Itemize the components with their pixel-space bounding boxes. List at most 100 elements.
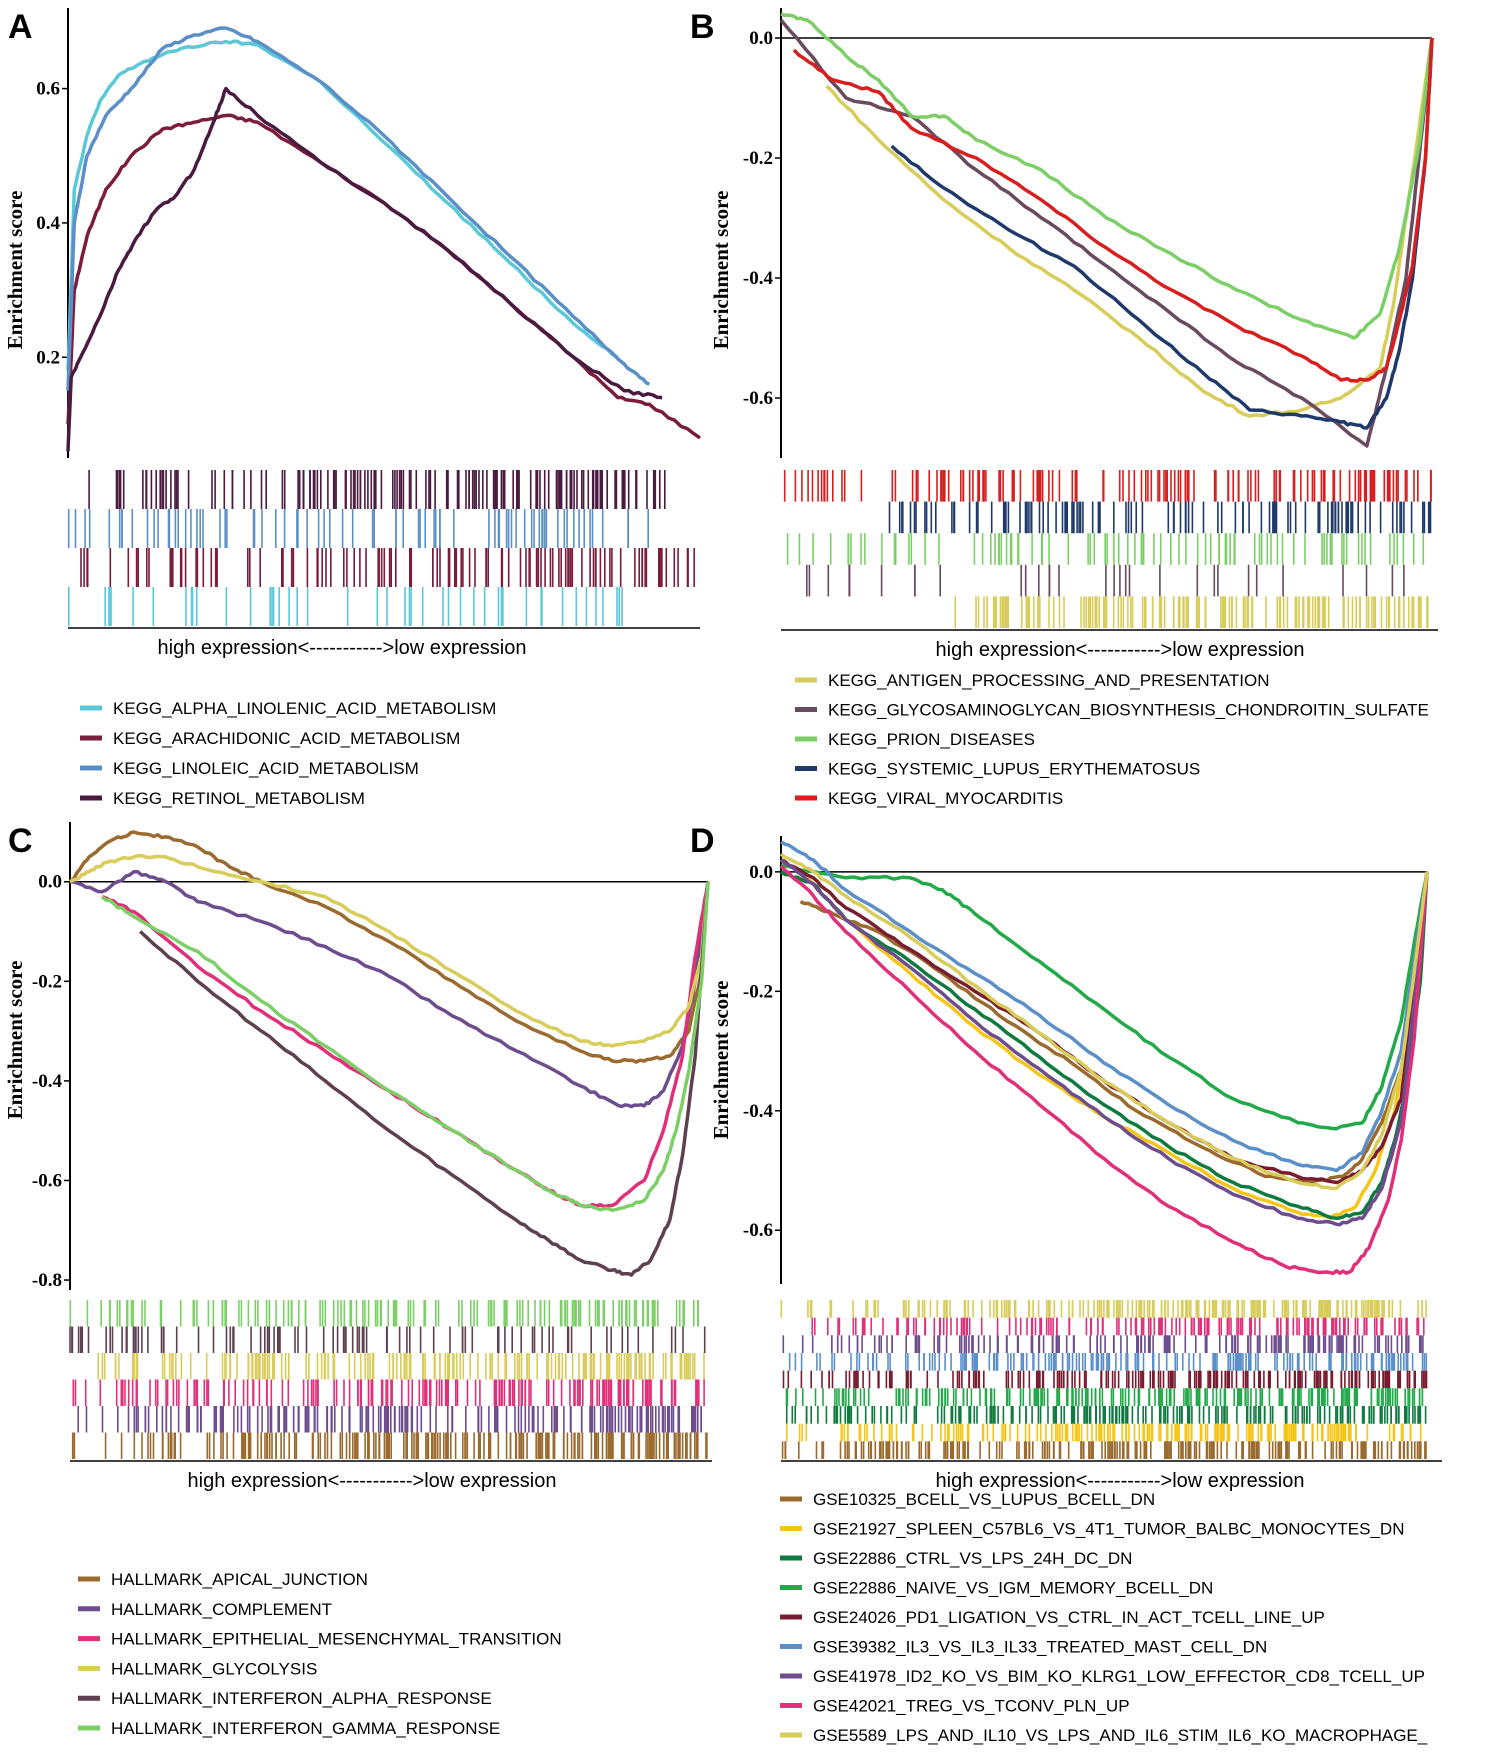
- panel-d-barcode-row: [788, 1353, 1428, 1371]
- panel-d-legend: GSE10325_BCELL_VS_LUPUS_BCELL_DN GSE21927…: [780, 1490, 1428, 1745]
- panel-d-series-line: [779, 864, 1429, 1276]
- panel-b-barcode: [783, 470, 1432, 628]
- panel-a-series-line: [66, 113, 701, 440]
- panel-d-legend-label: GSE5589_LPS_AND_IL10_VS_LPS_AND_IL6_STIM…: [813, 1726, 1428, 1745]
- panel-d-barcode-row: [782, 1370, 1428, 1389]
- panel-a-barcode: [67, 470, 696, 626]
- panel-d: D Enrichment score -0.6 -0.4 -0.2 0.0 high …: [690, 822, 1442, 1745]
- panel-c-barcode-row: [69, 1326, 706, 1353]
- panel-a: A Enrichment score 0.2 0.4 0.6 high expres…: [3, 8, 701, 808]
- panel-b-ylabel: Enrichment score: [709, 191, 733, 350]
- panel-c-lines: [68, 830, 710, 1277]
- panel-d-barcode-row: [785, 1388, 1424, 1406]
- panel-d-label: D: [690, 822, 715, 860]
- panel-a-barcode-row: [68, 587, 623, 626]
- panel-a-label: A: [8, 8, 33, 46]
- panel-b-legend-label: KEGG_ANTIGEN_PROCESSING_AND_PRESENTATION: [828, 671, 1269, 690]
- panel-d-series-line: [780, 864, 1429, 1131]
- panel-a-barcode-row: [67, 509, 650, 548]
- panel-b-tick-label: 0.0: [749, 28, 773, 49]
- panel-a-barcode-row: [88, 470, 666, 509]
- panel-c-series-line: [100, 881, 710, 1213]
- panel-c-legend-label: HALLMARK_GLYCOLYSIS: [111, 1659, 317, 1678]
- panel-a-barcode-row: [80, 548, 696, 587]
- panel-c-tick-label: -0.4: [32, 1071, 63, 1092]
- panel-c-legend-label: HALLMARK_EPITHELIAL_MESENCHYMAL_TRANSITI…: [111, 1630, 562, 1649]
- panel-b-legend-label: KEGG_SYSTEMIC_LUPUS_ERYTHEMATOSUS: [828, 760, 1200, 779]
- panel-d-legend-label: GSE24026_PD1_LIGATION_VS_CTRL_IN_ACT_TCE…: [813, 1608, 1325, 1627]
- panel-a-legend: KEGG_ALPHA_LINOLENIC_ACID_METABOLISM KEGG…: [80, 699, 496, 808]
- panel-d-lines: [779, 840, 1429, 1276]
- panel-b-barcode-row: [783, 470, 1432, 502]
- panel-c-series-line: [139, 881, 710, 1277]
- panel-d-ylabel: Enrichment score: [709, 981, 733, 1140]
- panel-a-tick-label: 0.2: [36, 347, 60, 368]
- panel-a-legend-label: KEGG_ALPHA_LINOLENIC_ACID_METABOLISM: [113, 699, 496, 718]
- panel-b-series-line: [825, 37, 1434, 418]
- panel-c-tick-label: -0.2: [32, 971, 62, 992]
- panel-c-tick-label: -0.6: [32, 1170, 62, 1191]
- panel-a-tick-label: 0.4: [36, 213, 60, 234]
- panel-c-label: C: [8, 822, 33, 860]
- panel-d-tick-label: -0.6: [743, 1220, 773, 1241]
- panel-d-barcode-row: [781, 1441, 1427, 1459]
- panel-d-series-line: [780, 870, 1429, 1221]
- panel-d-series-line: [779, 858, 1429, 1227]
- panel-c-tick-label: -0.8: [32, 1270, 62, 1291]
- panel-c-barcode: [69, 1300, 708, 1459]
- panel-c-ticks: -0.8 -0.6 -0.4 -0.2 0.0: [32, 872, 70, 1291]
- panel-c-tick-label: 0.0: [38, 872, 62, 893]
- panel-b-barcode-row: [888, 501, 1432, 534]
- panel-a-xlabel: high expression<----------->low expressi…: [158, 637, 527, 659]
- panel-b-legend: KEGG_ANTIGEN_PROCESSING_AND_PRESENTATION…: [795, 671, 1429, 808]
- panel-d-legend-label: GSE10325_BCELL_VS_LUPUS_BCELL_DN: [813, 1490, 1155, 1509]
- panel-a-legend-label: KEGG_RETINOL_METABOLISM: [113, 789, 365, 808]
- panel-d-legend-label: GSE22886_CTRL_VS_LPS_24H_DC_DN: [813, 1549, 1132, 1568]
- panel-d-barcode-row: [782, 1335, 1424, 1353]
- panel-c-barcode-row: [69, 1300, 700, 1327]
- panel-d-barcode-row: [780, 1300, 1427, 1318]
- panel-d-tick-label: 0.0: [749, 862, 773, 883]
- panel-c-legend-label: HALLMARK_INTERFERON_GAMMA_RESPONSE: [111, 1719, 500, 1738]
- panel-d-tick-label: -0.2: [743, 981, 773, 1002]
- panel-d-legend-label: GSE41978_ID2_KO_VS_BIM_KO_KLRG1_LOW_EFFE…: [813, 1667, 1425, 1686]
- panel-c-series-line: [69, 870, 710, 1109]
- panel-c-legend-label: HALLMARK_APICAL_JUNCTION: [111, 1570, 368, 1589]
- panel-c: C Enrichment score -0.8 -0.6 -0.4 -0.2 0.0 h…: [3, 822, 712, 1738]
- panel-d-legend-label: GSE42021_TREG_VS_TCONV_PLN_UP: [813, 1697, 1130, 1716]
- panel-c-barcode-row: [72, 1379, 705, 1406]
- panel-d-legend-label: GSE22886_NAIVE_VS_IGM_MEMORY_BCELL_DN: [813, 1579, 1213, 1598]
- panel-c-ylabel: Enrichment score: [3, 961, 27, 1120]
- panel-a-series-line: [66, 26, 651, 391]
- panel-b-tick-label: -0.4: [743, 268, 774, 289]
- panel-d-legend-label: GSE21927_SPLEEN_C57BL6_VS_4T1_TUMOR_BALB…: [813, 1520, 1405, 1539]
- panel-d-barcode-row: [811, 1317, 1425, 1336]
- panel-b-legend-label: KEGG_VIRAL_MYOCARDITIS: [828, 789, 1063, 808]
- panel-a-lines: [66, 26, 701, 452]
- panel-b-xlabel: high expression<----------->low expressi…: [936, 639, 1305, 661]
- panel-d-barcode-row: [785, 1406, 1427, 1424]
- panel-c-series-line: [69, 853, 710, 1048]
- panel-c-xlabel: high expression<----------->low expressi…: [188, 1470, 557, 1492]
- panel-b-ticks: -0.6 -0.4 -0.2 0.0: [743, 28, 781, 409]
- panel-d-series-line: [799, 871, 1429, 1185]
- panel-b: B Enrichment score -0.6 -0.4 -0.2 0.0 high …: [690, 8, 1438, 808]
- panel-b-label: B: [690, 8, 715, 46]
- panel-c-barcode-row: [77, 1406, 703, 1433]
- panel-d-barcode: [780, 1300, 1428, 1459]
- panel-b-barcode-row: [786, 533, 1425, 565]
- panel-a-ticks: 0.2 0.4 0.6: [36, 79, 68, 368]
- panel-c-legend-label: HALLMARK_INTERFERON_ALPHA_RESPONSE: [111, 1689, 492, 1708]
- panel-c-barcode-row: [97, 1353, 705, 1380]
- panel-a-series-line: [66, 39, 619, 371]
- panel-c-barcode-row: [71, 1432, 708, 1459]
- panel-b-barcode-row: [805, 564, 1405, 597]
- panel-d-barcode-row: [785, 1423, 1422, 1442]
- panel-b-lines: [779, 12, 1434, 448]
- panel-c-series-line: [68, 830, 710, 1064]
- panel-b-legend-label: KEGG_PRION_DISEASES: [828, 730, 1035, 749]
- panel-a-ylabel: Enrichment score: [3, 191, 27, 350]
- panel-b-barcode-row: [954, 596, 1429, 628]
- panel-d-series-line: [779, 858, 1429, 1221]
